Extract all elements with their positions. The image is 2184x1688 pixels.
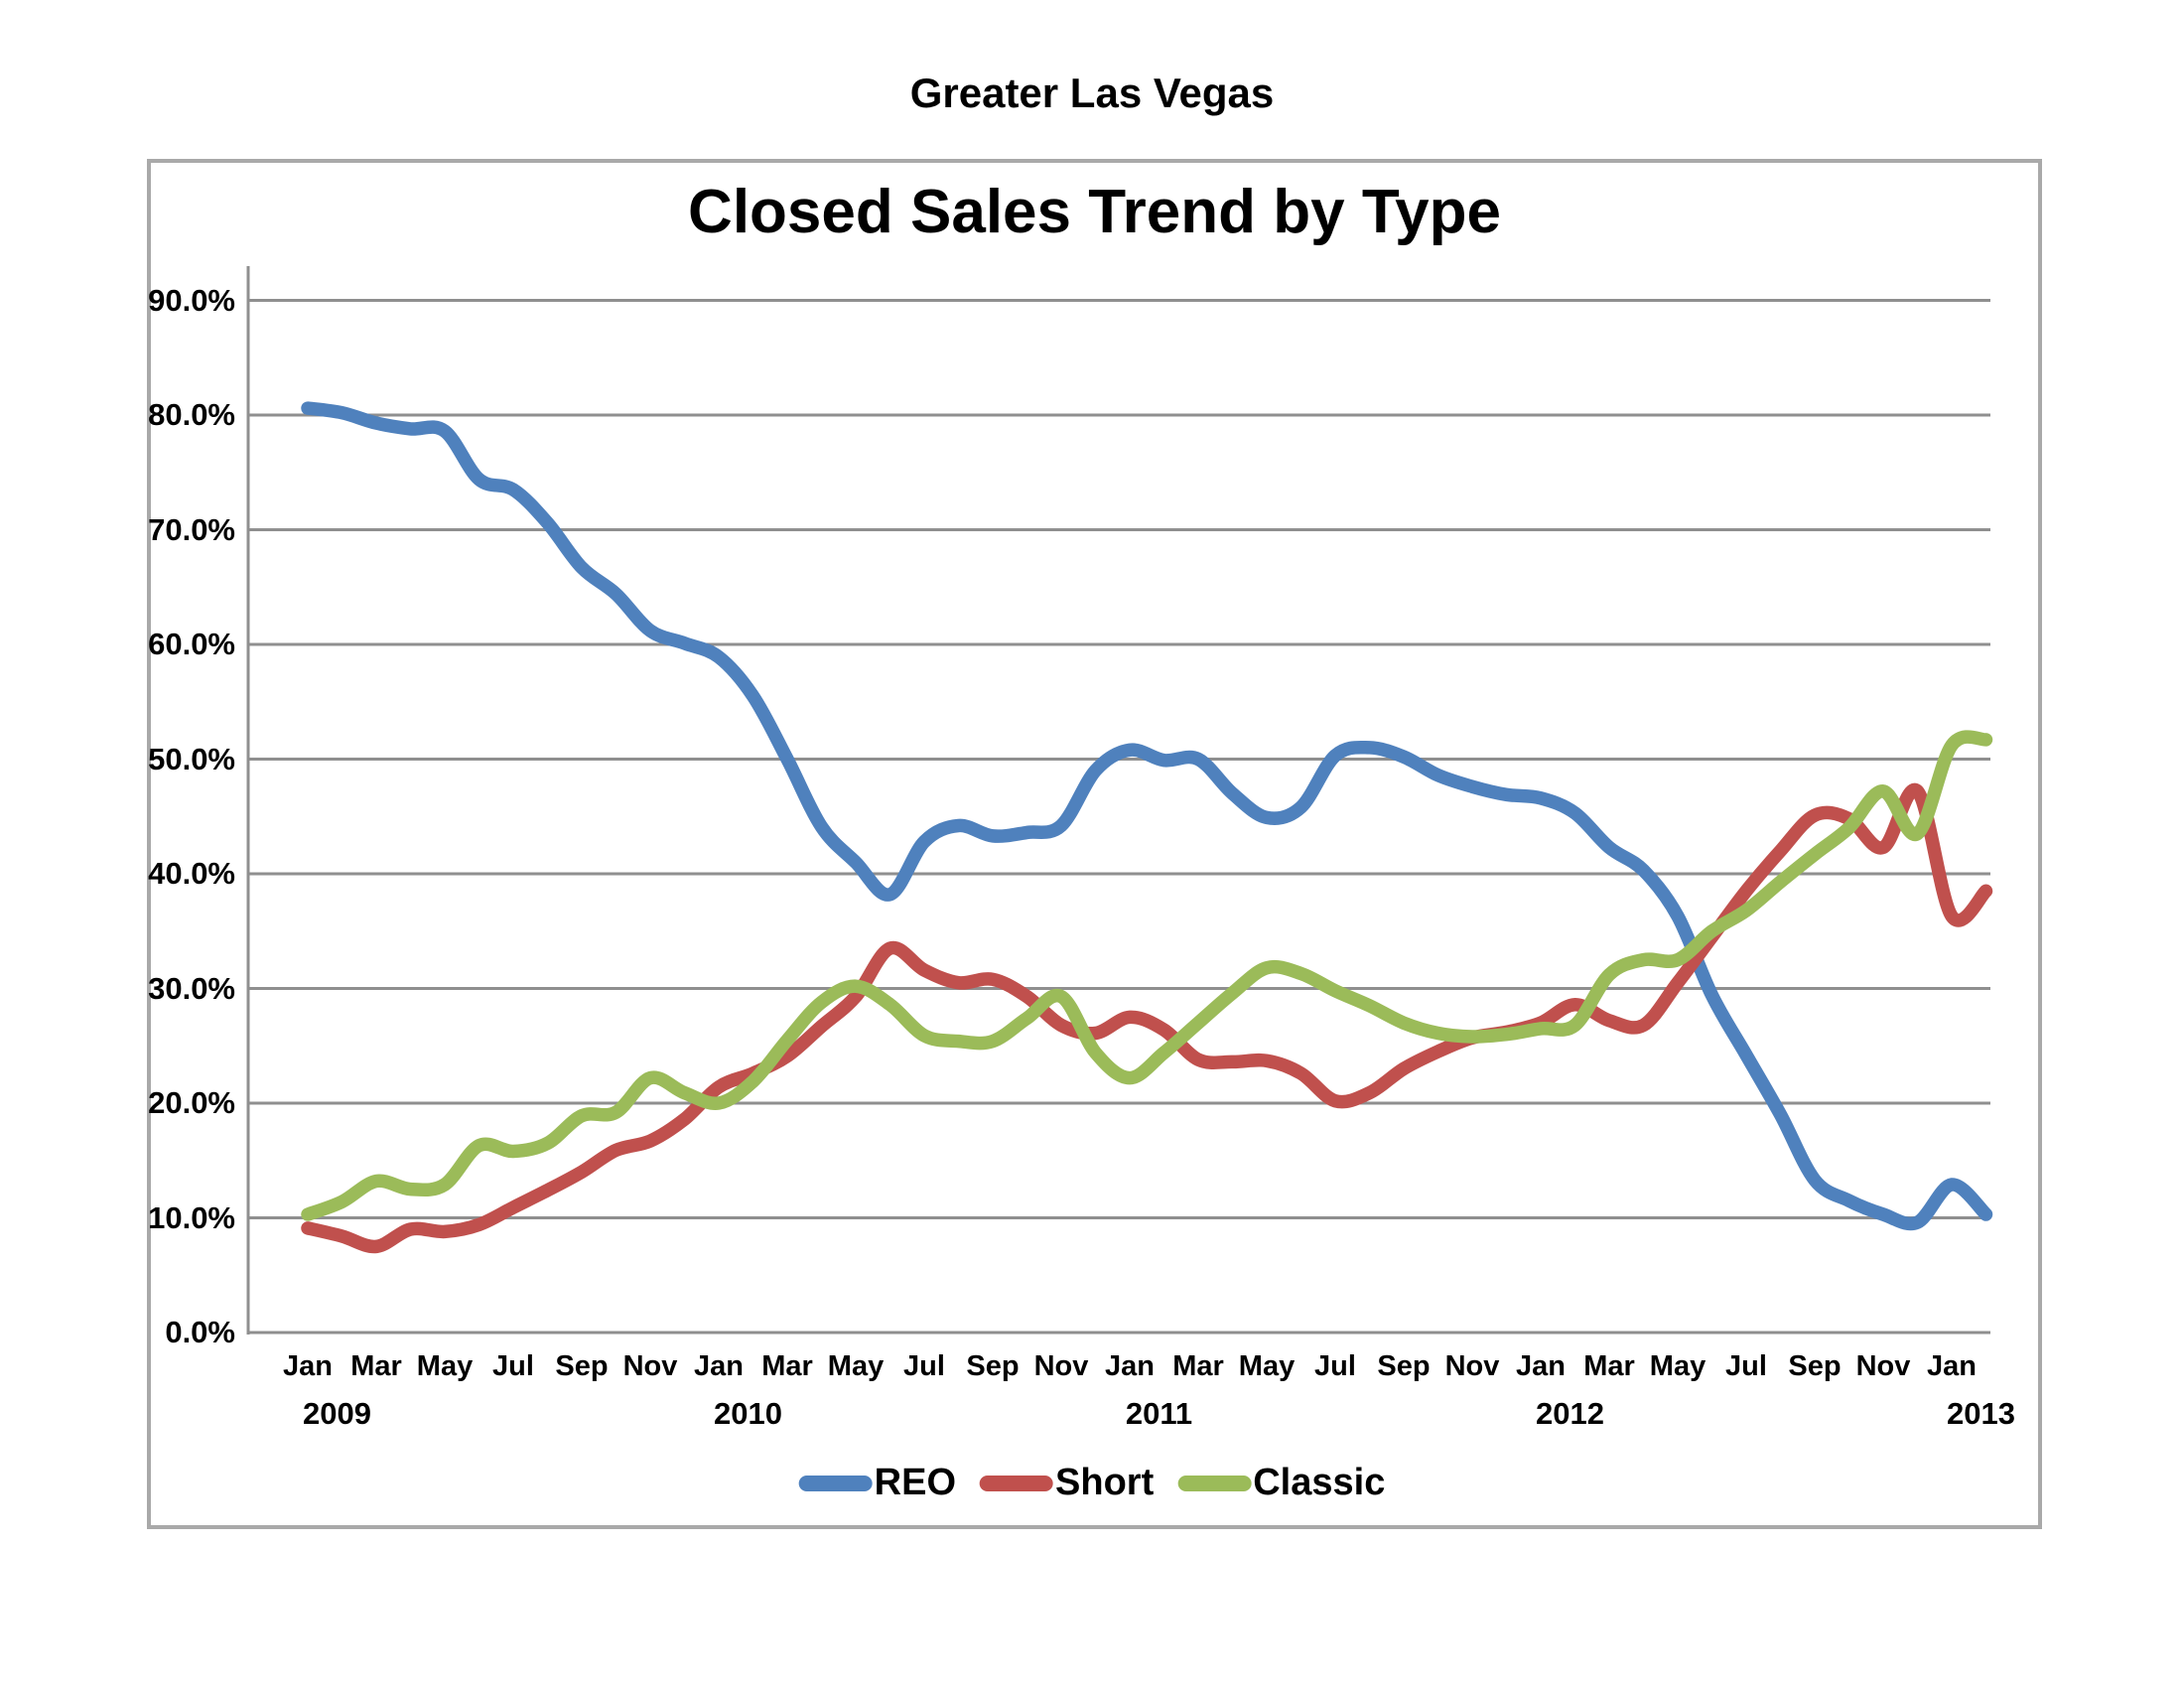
x-tick-m16: May <box>827 1350 885 1382</box>
x-tick-m34: Nov <box>1444 1350 1500 1382</box>
x-tick-m46: Nov <box>1855 1350 1911 1382</box>
reo-line <box>301 401 1993 1231</box>
x-tick-m20: Sep <box>966 1350 1020 1382</box>
legend-item-classic: Classic <box>1177 1462 1385 1504</box>
short-line <box>301 782 1993 1254</box>
classic-line <box>301 730 1993 1221</box>
legend-swatch-reo <box>798 1475 873 1491</box>
legend-label-short: Short <box>1055 1462 1155 1503</box>
legend-label-reo: REO <box>874 1462 957 1503</box>
x-tick-m8: Sep <box>555 1350 609 1382</box>
year-label-2009: 2009 <box>303 1396 371 1431</box>
y-tick-90: 90.0% <box>148 282 235 318</box>
x-tick-m10: Nov <box>622 1350 678 1382</box>
y-tick-50: 50.0% <box>148 741 235 776</box>
y-tick-10: 10.0% <box>148 1199 235 1235</box>
x-tick-m4: May <box>416 1350 474 1382</box>
legend-swatch-short <box>980 1475 1054 1491</box>
legend-label-classic: Classic <box>1253 1462 1386 1503</box>
legend-item-short: Short <box>980 1462 1154 1504</box>
y-tick-30: 30.0% <box>148 970 235 1006</box>
x-tick-m12: Jan <box>694 1350 744 1382</box>
x-tick-m24: Jan <box>1105 1350 1155 1382</box>
x-tick-m14: Mar <box>761 1350 813 1382</box>
chart-frame <box>147 159 2042 1529</box>
x-tick-m6: Jul <box>492 1350 534 1382</box>
x-tick-m22: Nov <box>1033 1350 1089 1382</box>
x-tick-m38: Mar <box>1583 1350 1635 1382</box>
x-tick-m18: Jul <box>903 1350 945 1382</box>
x-tick-m0: Jan <box>283 1350 333 1382</box>
header-title: Greater Las Vegas <box>909 70 1275 116</box>
y-tick-0: 0.0% <box>165 1315 235 1349</box>
x-tick-m44: Sep <box>1788 1350 1842 1382</box>
x-tick-m36: Jan <box>1516 1350 1566 1382</box>
legend-swatch-classic <box>1177 1475 1252 1491</box>
x-tick-m48: Jan <box>1927 1350 1977 1382</box>
y-tick-60: 60.0% <box>148 627 235 661</box>
legend: REO Short Classic <box>798 1462 1385 1504</box>
x-tick-m42: Jul <box>1725 1350 1767 1382</box>
x-tick-m2: Mar <box>350 1350 402 1382</box>
year-label-2011: 2011 <box>1125 1396 1193 1431</box>
x-tick-m40: May <box>1649 1350 1706 1382</box>
y-tick-70: 70.0% <box>148 511 235 547</box>
year-label-2013: 2013 <box>1947 1396 2015 1431</box>
year-label-2012: 2012 <box>1536 1396 1604 1431</box>
year-label-2010: 2010 <box>714 1396 782 1431</box>
x-tick-m28: May <box>1238 1350 1296 1382</box>
x-tick-m32: Sep <box>1377 1350 1431 1382</box>
y-tick-80: 80.0% <box>148 397 235 432</box>
x-tick-m30: Jul <box>1314 1350 1356 1382</box>
y-tick-40: 40.0% <box>148 856 235 891</box>
y-tick-20: 20.0% <box>148 1085 235 1120</box>
legend-item-reo: REO <box>798 1462 957 1504</box>
x-tick-m26: Mar <box>1172 1350 1224 1382</box>
chart-title: Closed Sales Trend by Type <box>688 178 1501 246</box>
